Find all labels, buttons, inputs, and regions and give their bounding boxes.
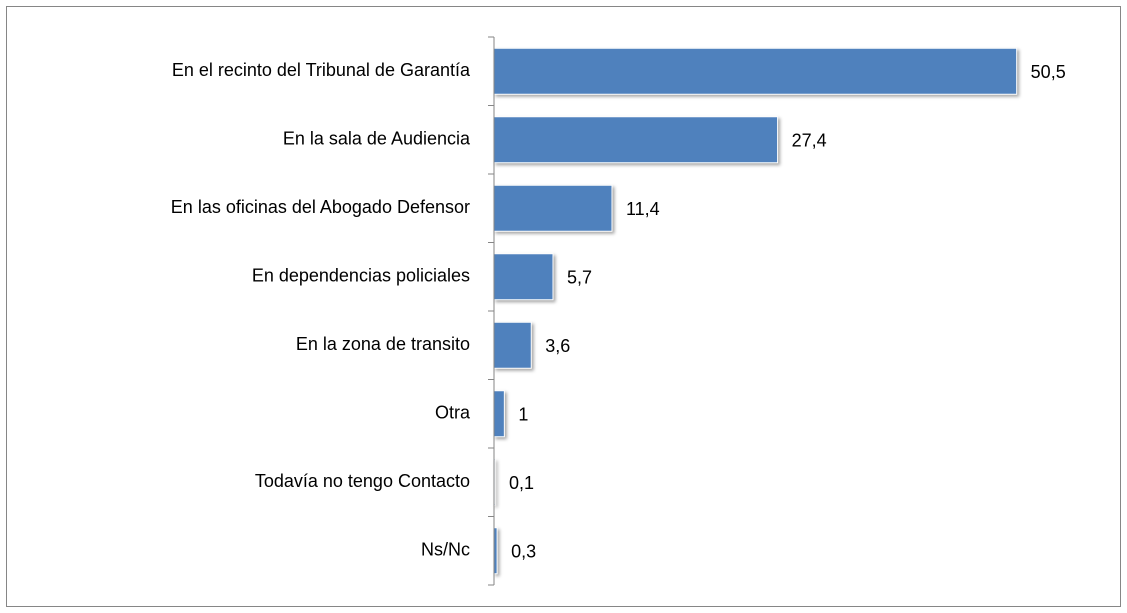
bar bbox=[493, 253, 554, 301]
y-tick-label: Otra bbox=[435, 403, 471, 423]
y-tick-label: Ns/Nc bbox=[421, 540, 470, 560]
y-tick-label: En la sala de Audiencia bbox=[283, 129, 471, 149]
bar bbox=[493, 47, 1018, 95]
data-label: 5,7 bbox=[567, 268, 592, 288]
y-tick-label: En el recinto del Tribunal de Garantía bbox=[172, 60, 471, 80]
data-label: 3,6 bbox=[545, 336, 570, 356]
data-label: 11,4 bbox=[626, 199, 660, 219]
bar bbox=[493, 390, 505, 438]
data-label: 27,4 bbox=[792, 131, 827, 151]
chart-border bbox=[6, 6, 1121, 607]
y-tick-label: Todavía no tengo Contacto bbox=[255, 471, 470, 491]
bar bbox=[493, 321, 532, 369]
data-label: 1 bbox=[518, 405, 528, 425]
bar bbox=[493, 184, 613, 232]
y-tick-label: En la zona de transito bbox=[296, 334, 470, 354]
data-label: 50,5 bbox=[1031, 62, 1066, 82]
y-tick-label: En dependencias policiales bbox=[252, 266, 470, 286]
bar bbox=[493, 116, 779, 164]
data-label: 0,1 bbox=[509, 473, 534, 493]
y-tick-label: En las oficinas del Abogado Defensor bbox=[171, 197, 470, 217]
data-label: 0,3 bbox=[511, 542, 536, 562]
